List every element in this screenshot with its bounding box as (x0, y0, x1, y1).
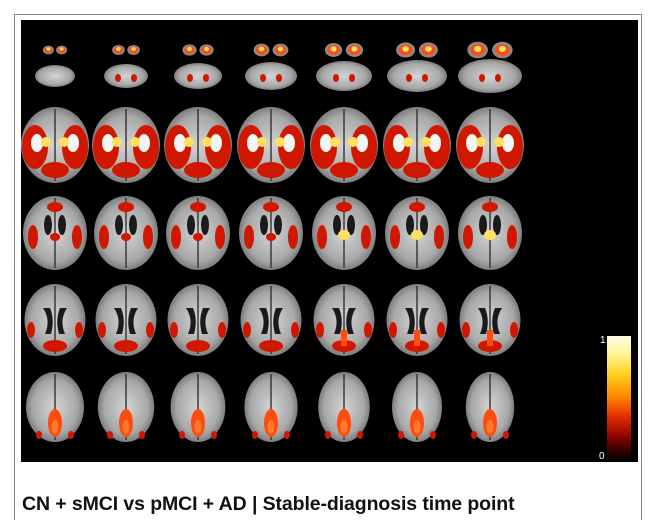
brain-slice (387, 42, 447, 92)
brain-slice (104, 44, 148, 88)
brain-slice (383, 107, 451, 183)
brain-slice (23, 196, 87, 270)
colorbar-max-label: 1 (600, 335, 606, 346)
brain-slice (385, 196, 449, 270)
brain-slice (166, 196, 230, 270)
colorbar-min-label: 0 (599, 451, 605, 462)
brain-slice (26, 372, 84, 442)
brain-slice (97, 372, 155, 442)
brain-slice (35, 45, 75, 87)
brain-slice (92, 107, 160, 183)
brain-slice (237, 107, 305, 183)
brain-slice (239, 196, 303, 270)
figure-caption: CN + sMCI vs pMCI + AD | Stable-diagnosi… (22, 493, 515, 515)
brain-slice (95, 284, 157, 356)
brain-slice (170, 372, 226, 442)
brain-slice (456, 107, 524, 183)
colorbar (607, 336, 631, 461)
brain-slices-panel (21, 20, 638, 462)
brain-slice (458, 196, 522, 270)
brain-slice (313, 284, 375, 356)
brain-slice (316, 43, 372, 91)
brain-slice (458, 41, 522, 93)
brain-slice (318, 372, 370, 442)
brain-slice (21, 107, 89, 183)
brain-slice (459, 284, 521, 356)
brain-slice (164, 107, 232, 183)
brain-slice (245, 43, 297, 90)
brain-slice (310, 107, 378, 183)
brain-slice (244, 372, 298, 442)
brain-slice (24, 284, 86, 356)
brain-slice (240, 284, 302, 356)
brain-slice (465, 372, 515, 442)
brain-slice (94, 196, 158, 270)
brain-slice (392, 372, 442, 442)
brain-slice (312, 196, 376, 270)
brain-slice-grid (21, 41, 524, 442)
brain-slice (174, 44, 222, 89)
brain-slice (167, 284, 229, 356)
brain-slice (386, 284, 448, 356)
